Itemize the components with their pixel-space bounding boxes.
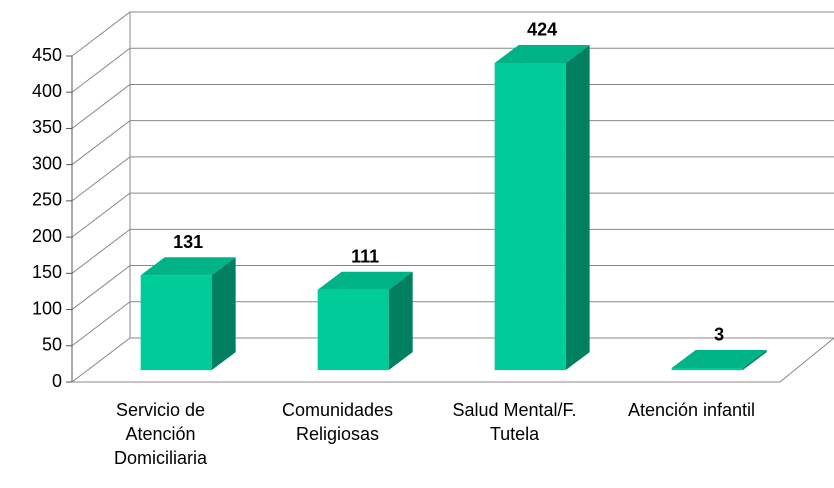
y-tick-label: 0 [52, 371, 62, 391]
y-tick-label: 300 [32, 153, 62, 173]
bar [317, 289, 389, 371]
y-tick-label: 350 [32, 117, 62, 137]
floor-edge [72, 337, 834, 383]
grid-line [71, 120, 834, 166]
bar-top [494, 44, 590, 63]
grid-line [71, 265, 834, 310]
y-tick-label: 50 [42, 335, 62, 355]
value-label: 3 [714, 325, 724, 345]
y-tick-label: 450 [32, 45, 62, 65]
bar-side [742, 349, 767, 371]
bar [140, 275, 212, 371]
value-label: 111 [351, 246, 379, 266]
x-tick-label: Servicio de Atención Domiciliaria [113, 400, 207, 468]
y-tick-label: 100 [32, 298, 62, 318]
grid-line [71, 192, 834, 238]
bar [494, 62, 566, 371]
bar-side [388, 271, 413, 371]
x-tick-label: Salud Mental/F. Tutela [452, 400, 577, 444]
y-tick-label: 200 [32, 226, 62, 246]
y-tick-label: 150 [32, 262, 62, 282]
bar-side [565, 44, 590, 371]
value-label: 131 [173, 232, 203, 252]
x-tick-label: Comunidades Religiosas [281, 400, 394, 444]
bar [671, 367, 743, 371]
y-tick-label: 250 [32, 190, 62, 210]
bar-top [317, 271, 413, 290]
grid-line [71, 83, 834, 129]
x-tick-label: Atención infantil [627, 400, 756, 420]
value-label: 424 [527, 20, 557, 40]
grid-line [71, 47, 834, 93]
grid-line [71, 228, 834, 274]
y-tick-label: 400 [32, 81, 62, 101]
bar-top [140, 257, 236, 276]
bar-side [211, 257, 236, 371]
grid-line [71, 156, 834, 202]
grid-line [71, 301, 834, 347]
grid-line [71, 11, 834, 57]
bar-top [671, 349, 767, 368]
grid-line [71, 337, 834, 383]
